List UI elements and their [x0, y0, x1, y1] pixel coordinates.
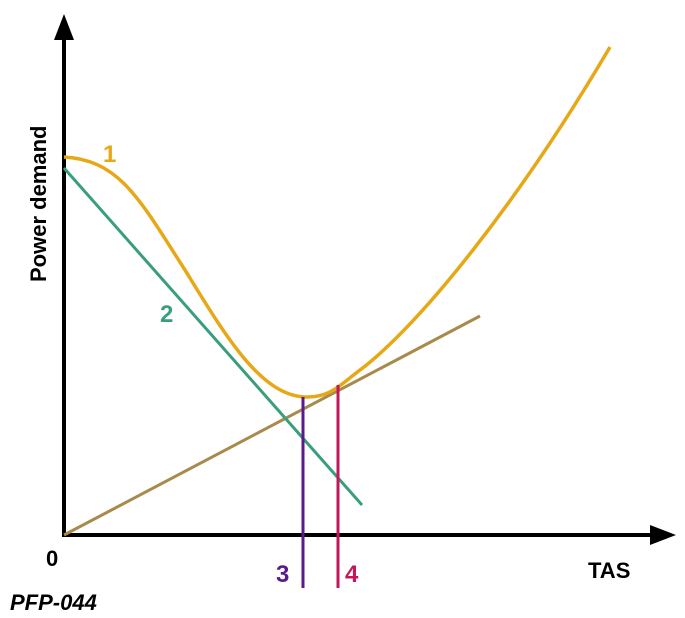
x-axis-arrow: [650, 525, 676, 545]
curve-1-label: 1: [103, 141, 116, 168]
marker-3-label: 3: [276, 561, 289, 588]
line-2: [62, 167, 364, 506]
x-axis-label: TAS: [588, 558, 630, 583]
origin-label: 0: [46, 546, 58, 571]
line-2-label: 2: [160, 301, 173, 328]
tangent-line: [63, 314, 481, 537]
y-axis-arrow: [54, 14, 74, 40]
marker-4-label: 4: [345, 561, 359, 588]
axes: [54, 14, 676, 545]
figure-caption: PFP-044: [10, 590, 97, 615]
curve-1: [63, 46, 612, 399]
y-axis-label: Power demand: [26, 126, 51, 282]
